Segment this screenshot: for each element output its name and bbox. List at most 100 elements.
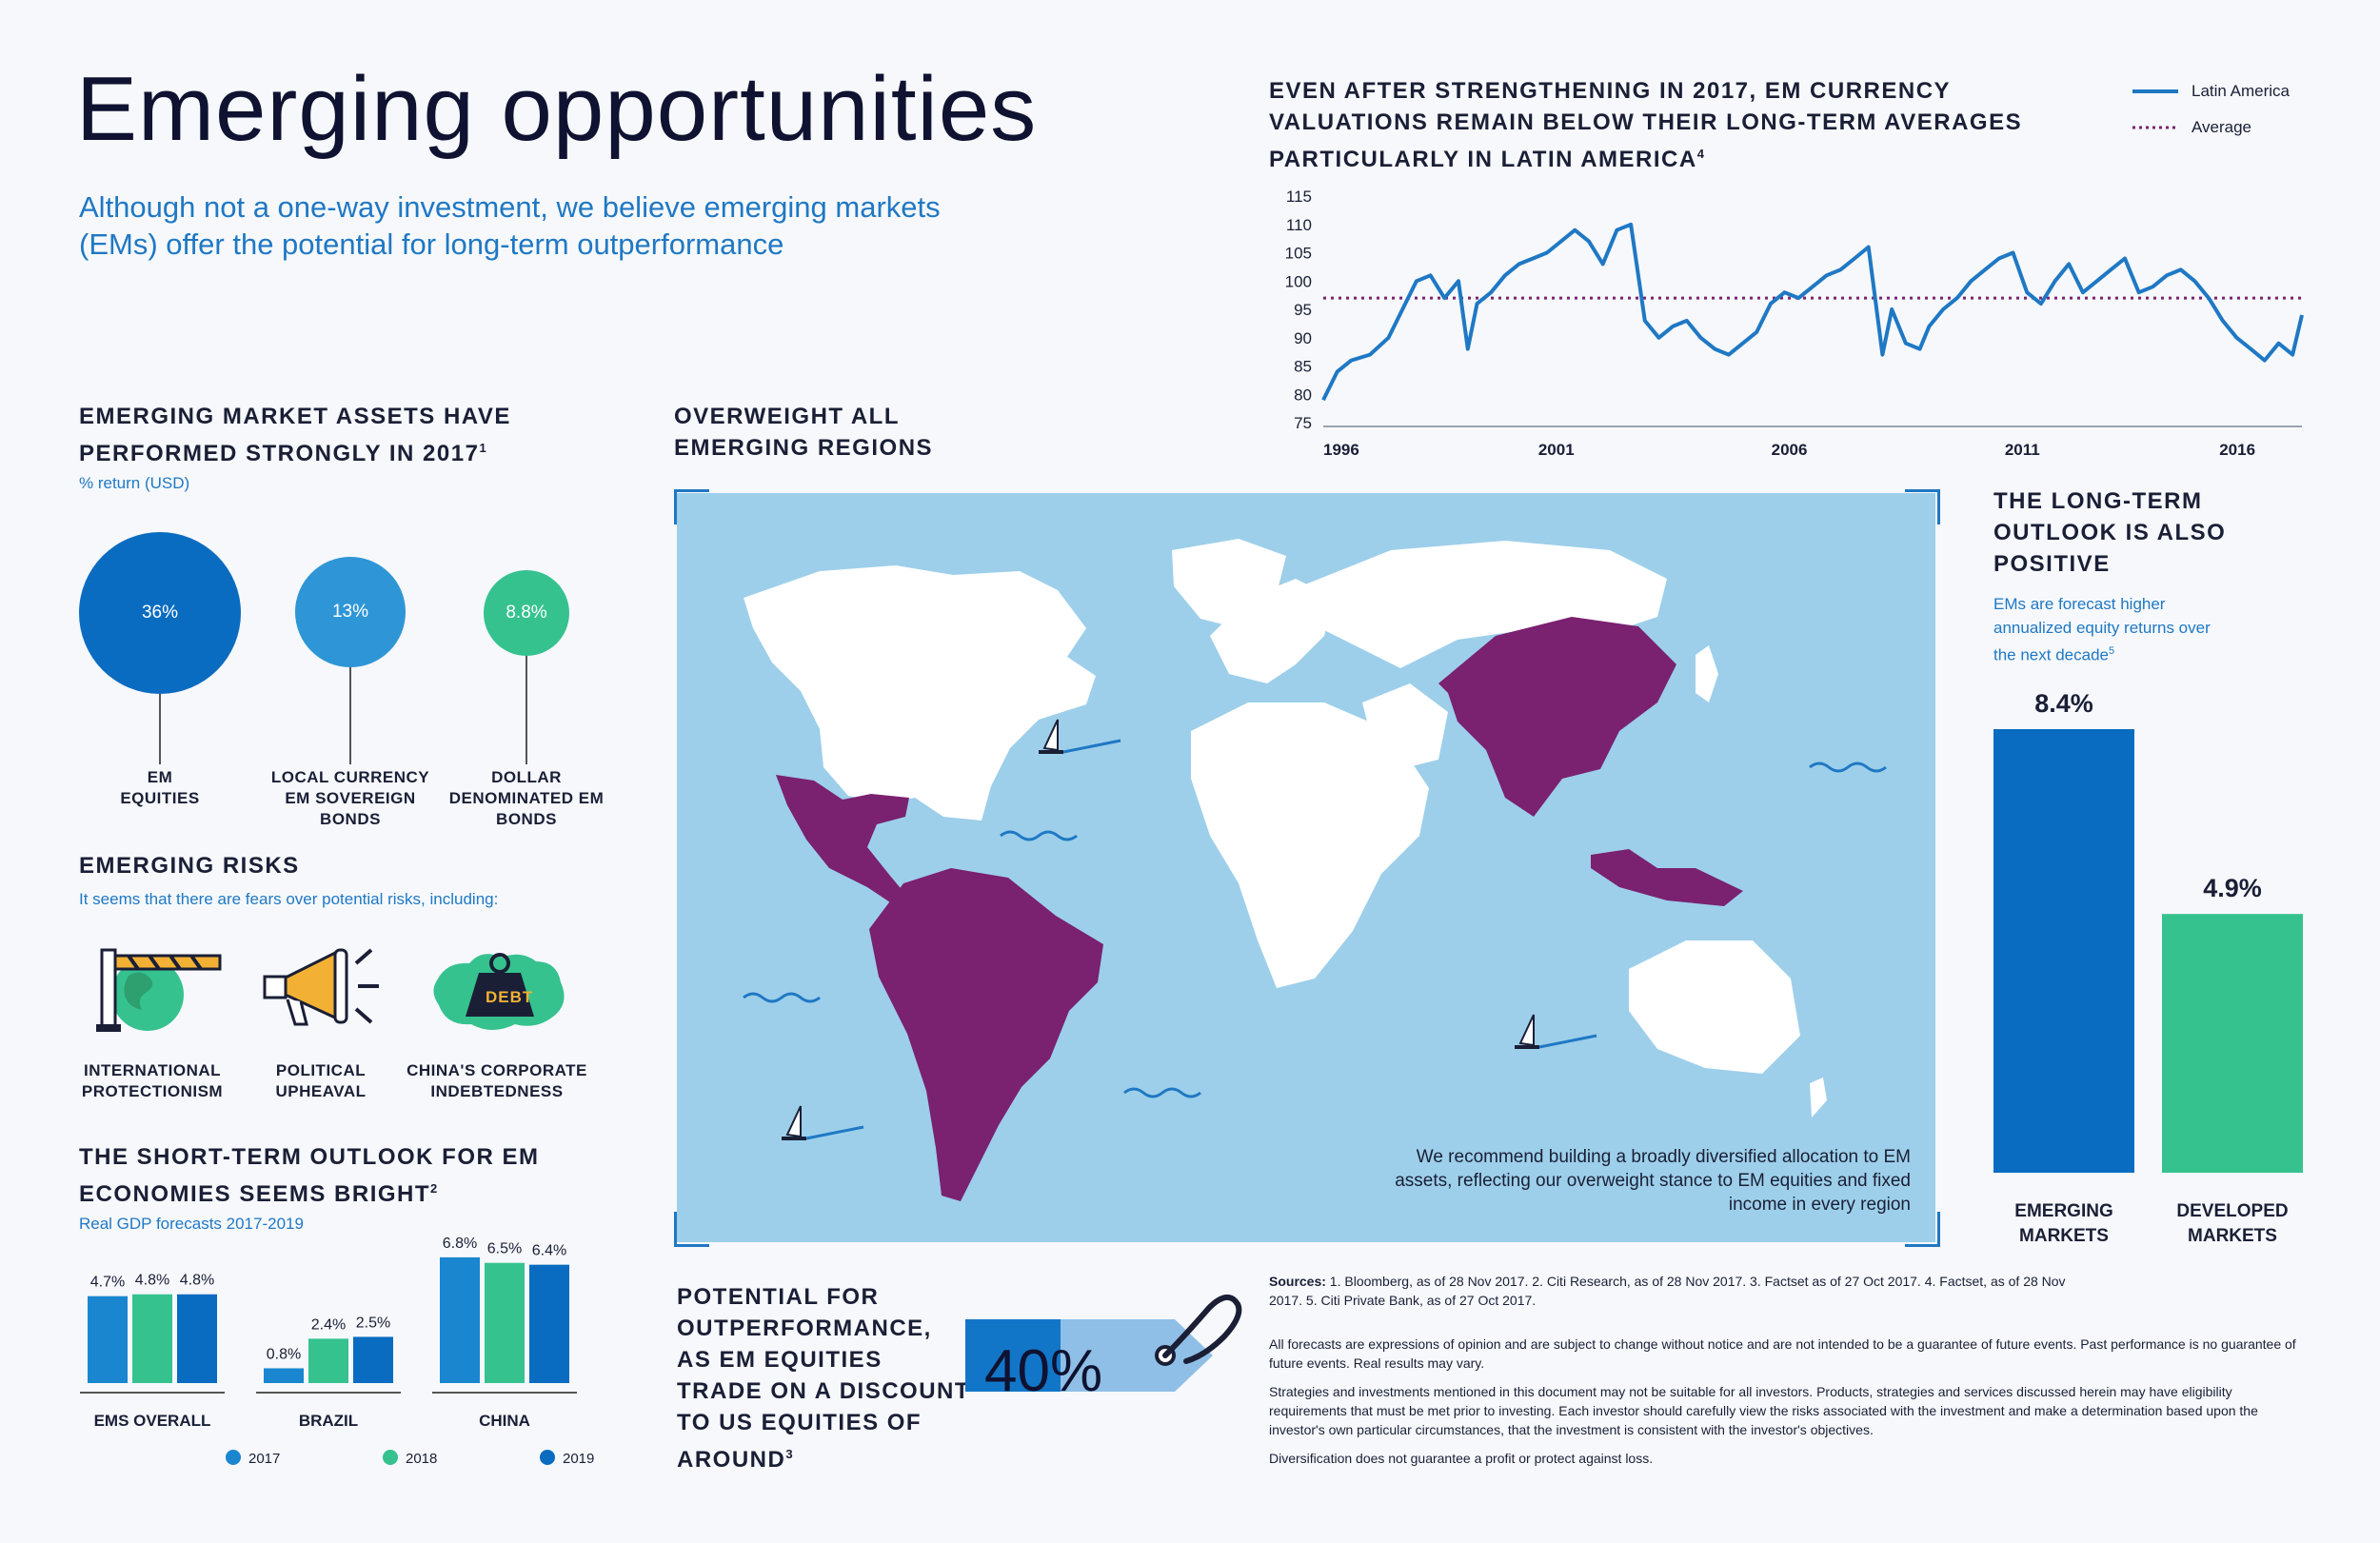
- longterm-heading-line: OUTLOOK IS ALSO: [1993, 520, 2227, 545]
- risks-intro: It seems that there are fears over poten…: [79, 890, 499, 908]
- legend-latin-america: Latin America: [2192, 82, 2290, 100]
- gdp-legend-label: 2018: [406, 1451, 437, 1467]
- disclaimer-forecasts: All forecasts are expressions of opinion…: [1269, 1336, 2296, 1371]
- discount-heading-sup: 3: [785, 1447, 795, 1461]
- gdp-bar-chart: 4.7% 4.8% 4.8% EMS OVERALL 0.8% 2.4% 2.5% BRAZI…: [80, 1236, 594, 1467]
- wave-decoration: [1000, 830, 1078, 841]
- risks-heading: EMERGING RISKS: [79, 853, 300, 879]
- y-tick-label: 80: [1294, 386, 1312, 404]
- gdp-bar-value-label: 6.8%: [443, 1236, 477, 1252]
- x-tick-label: 2001: [1538, 441, 1575, 459]
- gdp-unit: Real GDP forecasts 2017-2019: [79, 1215, 304, 1233]
- new-zealand-landmass: [1810, 1078, 1827, 1118]
- gdp-bar-2019: [529, 1264, 569, 1383]
- europe-landmass: [1210, 579, 1334, 683]
- x-tick-label: 2016: [2219, 441, 2255, 459]
- longterm-bar-value-label: 8.4%: [2034, 689, 2093, 718]
- gdp-bar-value-label: 4.7%: [90, 1275, 125, 1291]
- discount-heading-line: TO US EQUITIES OF: [677, 1410, 922, 1435]
- currency-heading-line: PARTICULARLY IN LATIN AMERICA: [1269, 147, 1697, 172]
- gdp-heading-sup: 2: [430, 1181, 439, 1196]
- dollar-bonds-value: 8.8%: [506, 603, 547, 623]
- gdp-bar-2019: [177, 1294, 217, 1383]
- em-equities-label-line: EQUITIES: [120, 789, 200, 807]
- gdp-heading: THE SHORT-TERM OUTLOOK FOR EM ECONOMIES …: [79, 1141, 539, 1210]
- gdp-legend-label: 2019: [563, 1451, 594, 1467]
- local-currency-label-line: LOCAL CURRENCY: [270, 768, 430, 786]
- em-equities-value: 36%: [141, 603, 179, 623]
- longterm-intro-sup: 5: [2108, 645, 2115, 657]
- sailboat-icon: [1515, 1014, 1597, 1049]
- dollar-bonds-label-line: DENOMINATED EM: [448, 789, 605, 807]
- discount-heading-line: TRADE ON A DISCOUNT: [677, 1378, 971, 1404]
- longterm-bar: [2162, 914, 2303, 1173]
- gdp-category-label: BRAZIL: [299, 1412, 358, 1430]
- sources-note: Sources: 1. Bloomberg, as of 28 Nov 2017…: [1269, 1272, 2126, 1310]
- central-america-region: [776, 775, 909, 906]
- japan-landmass: [1696, 645, 1718, 702]
- page-title: Emerging opportunities: [76, 58, 1038, 160]
- currency-line-chart: 75 80 85 90 95 100 105 110 115 1996 2001 2006 2011 20…: [1285, 188, 2304, 459]
- gdp-bar-value-label: 6.4%: [532, 1243, 566, 1259]
- map-note: We recommend building a broadly diversif…: [1395, 1147, 1911, 1215]
- map-heading-line1: OVERWEIGHT ALL: [674, 404, 900, 429]
- longterm-intro: EMs are forecast higher annualized equit…: [1993, 592, 2211, 667]
- currency-heading-line: VALUATIONS REMAIN BELOW THEIR LONG-TERM …: [1269, 109, 2023, 135]
- assets-unit: % return (USD): [79, 474, 190, 492]
- wave-decoration: [1809, 762, 1887, 773]
- risk-political-label: POLITICAL UPHEAVAL: [249, 1060, 392, 1102]
- africa-landmass: [1191, 702, 1429, 988]
- discount-value: 40%: [984, 1338, 1103, 1404]
- discount-heading-line: AROUND: [677, 1447, 786, 1473]
- em-equities-stem: [159, 694, 161, 764]
- longterm-heading-line: POSITIVE: [1993, 551, 2111, 577]
- local-currency-value: 13%: [331, 602, 369, 622]
- risk-protectionism-label: INTERNATIONAL PROTECTIONISM: [71, 1060, 233, 1102]
- gdp-legend-dot: [540, 1450, 555, 1465]
- frame-corner: [674, 1212, 709, 1247]
- sailboat-icon: [1039, 719, 1121, 754]
- currency-legend: Latin America Average: [2132, 80, 2290, 139]
- assets-heading-sup: 1: [479, 441, 488, 455]
- disclaimer-suitability: Strategies and investments mentioned in …: [1269, 1384, 2258, 1437]
- risk-label-line: UPHEAVAL: [275, 1082, 367, 1100]
- discount-heading-line: AS EM EQUITIES: [677, 1347, 883, 1373]
- longterm-category-label: MARKETS: [2019, 1226, 2109, 1246]
- risk-label-line: INTERNATIONAL: [83, 1061, 222, 1079]
- x-tick-label: 2011: [2005, 441, 2040, 459]
- gdp-bar-value-label: 0.8%: [267, 1346, 301, 1362]
- gdp-legend-dot: [226, 1450, 241, 1465]
- em-equities-label-line: EM: [147, 768, 173, 786]
- gdp-heading-line2: ECONOMIES SEEMS BRIGHT: [79, 1181, 431, 1207]
- longterm-intro-line: the next decade: [1993, 645, 2109, 664]
- latin-america-line: [1321, 222, 2304, 402]
- wave-decoration: [743, 992, 821, 1003]
- assets-heading-line2: PERFORMED STRONGLY IN 2017: [79, 441, 480, 466]
- gdp-category-label: EMS OVERALL: [94, 1412, 211, 1430]
- longterm-category-label: MARKETS: [2188, 1226, 2277, 1246]
- north-america-landmass: [744, 565, 1096, 821]
- discount-heading: POTENTIAL FOR OUTPERFORMANCE, AS EM EQUI…: [677, 1281, 970, 1475]
- northern-asia-landmass: [1296, 541, 1667, 668]
- currency-heading-line: EVEN AFTER STRENGTHENING IN 2017, EM CUR…: [1269, 78, 1952, 104]
- x-tick-label: 1996: [1323, 441, 1359, 459]
- gdp-legend-dot: [383, 1450, 398, 1465]
- y-tick-label: 90: [1294, 329, 1312, 347]
- y-tick-label: 100: [1285, 272, 1312, 290]
- middle-east-landmass: [1362, 683, 1448, 769]
- gdp-bar-2017: [88, 1296, 128, 1383]
- page-subtitle: Although not a one-way investment, we be…: [79, 190, 941, 261]
- legend-average: Average: [2192, 118, 2252, 136]
- x-tick-label: 2006: [1772, 441, 1808, 459]
- risk-china-debt-label: CHINA'S CORPORATE INDEBTEDNESS: [402, 1060, 592, 1102]
- currency-heading-sup: 4: [1696, 147, 1706, 161]
- dollar-bonds-stem: [526, 656, 527, 764]
- discount-heading-line: POTENTIAL FOR: [677, 1284, 880, 1310]
- gdp-bar-value-label: 2.4%: [311, 1316, 346, 1333]
- sources-line: 1. Bloomberg, as of 28 Nov 2017. 2. Citi…: [1325, 1274, 2066, 1289]
- y-tick-label: 110: [1286, 216, 1312, 234]
- longterm-category-label: DEVELOPED: [2176, 1201, 2288, 1221]
- em-equities-bubble: 36%: [79, 532, 241, 694]
- world-map-panel: We recommend building a broadly diversif…: [677, 493, 1935, 1242]
- emerging-asia-region: [1438, 617, 1676, 817]
